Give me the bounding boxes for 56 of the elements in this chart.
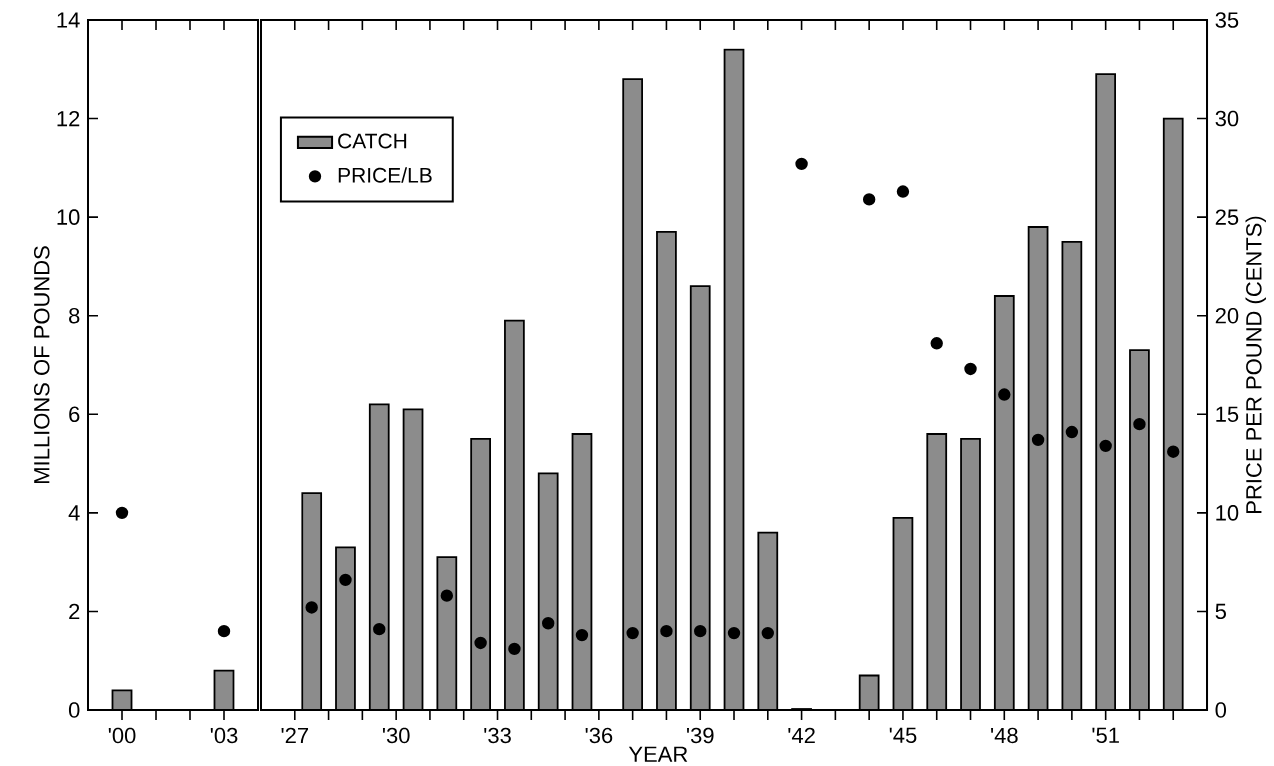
point xyxy=(626,626,639,640)
y-axis-title: MILLIONS OF POUNDS xyxy=(33,246,50,483)
x-tick-label: '48 xyxy=(991,727,1018,744)
y2-tick-label: 15 xyxy=(1216,406,1239,422)
point xyxy=(1099,439,1112,453)
y-tick-label: 6 xyxy=(69,406,80,423)
y-tick-label: 12 xyxy=(57,110,80,127)
legend-label: PRICE/LB xyxy=(338,167,432,183)
point xyxy=(694,624,707,638)
x-tick-label: '27 xyxy=(281,727,309,744)
point xyxy=(930,337,943,350)
x-tick-label: '00 xyxy=(108,727,136,744)
x-tick-label: '36 xyxy=(585,727,613,744)
y2-tick-label: 20 xyxy=(1215,307,1239,324)
y2-tick-label: 5 xyxy=(1215,603,1226,620)
point xyxy=(339,573,352,587)
point xyxy=(575,628,589,642)
point xyxy=(1133,417,1146,431)
legend-label: CATCH xyxy=(338,133,407,149)
y-tick-label: 0 xyxy=(68,702,80,718)
point xyxy=(1031,433,1045,447)
point xyxy=(373,622,386,636)
x-tick-label: '45 xyxy=(889,727,917,744)
y-tick-label: 8 xyxy=(69,307,80,324)
x-tick-label: '42 xyxy=(788,727,815,744)
point xyxy=(541,617,555,630)
x-tick-label: '03 xyxy=(210,727,238,744)
point xyxy=(1065,425,1079,439)
x-tick-label: '39 xyxy=(687,727,714,744)
y2-tick-label: 30 xyxy=(1215,110,1239,127)
x-tick-label: '51 xyxy=(1092,727,1119,744)
point xyxy=(998,388,1011,401)
point xyxy=(474,636,487,650)
y-tick-label: 2 xyxy=(69,603,80,620)
point xyxy=(660,624,673,638)
y2-tick-label: 35 xyxy=(1215,12,1239,28)
y2-axis-title: PRICE PER POUND (CENTS) xyxy=(1245,216,1266,513)
point xyxy=(727,626,741,640)
point xyxy=(896,185,910,198)
x-tick-label: '30 xyxy=(382,727,410,744)
point xyxy=(862,193,876,206)
x-axis-title: YEAR xyxy=(628,746,688,762)
point xyxy=(964,362,977,376)
point xyxy=(1167,445,1180,458)
point xyxy=(795,157,808,171)
y-tick-label: 4 xyxy=(68,505,80,521)
x-tick-label: '33 xyxy=(484,727,511,744)
y2-tick-label: 25 xyxy=(1215,209,1239,225)
point xyxy=(440,589,454,602)
y-tick-label: 10 xyxy=(57,209,80,225)
point xyxy=(305,601,318,614)
point xyxy=(508,642,521,656)
y2-tick-label: 0 xyxy=(1215,702,1227,718)
y-tick-label: 14 xyxy=(57,12,80,28)
y2-tick-label: 10 xyxy=(1216,505,1239,521)
point xyxy=(761,626,774,640)
